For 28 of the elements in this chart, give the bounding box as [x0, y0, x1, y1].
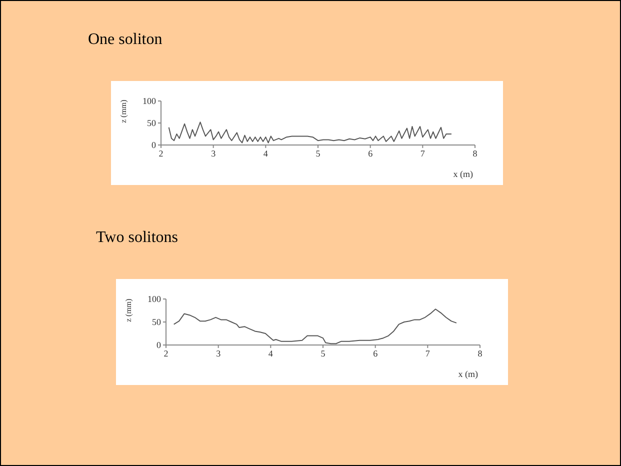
y-tick-label: 50: [152, 317, 162, 328]
x-tick-label: 5: [316, 148, 321, 158]
chart-title: Two solitons: [96, 229, 178, 247]
x-tick-label: 6: [373, 348, 378, 358]
x-tick-label: 5: [320, 348, 326, 358]
y-tick-label: 0: [152, 140, 156, 150]
x-axis-title: x (m): [453, 169, 473, 179]
line-series: [168, 122, 452, 144]
x-tick-label: 3: [216, 348, 222, 358]
x-axis-title: x (m): [458, 369, 478, 379]
line-series: [173, 308, 457, 344]
chart-title: One soliton: [88, 31, 162, 49]
y-tick-label: 100: [142, 96, 156, 106]
x-tick-label: 4: [263, 148, 268, 158]
x-tick-label: 8: [472, 148, 478, 158]
x-tick-label: 4: [268, 348, 274, 358]
y-axis-title: z (mm): [124, 298, 133, 322]
x-tick-label: 7: [425, 348, 430, 358]
x-tick-label: 8: [478, 348, 483, 358]
x-tick-label: 2: [158, 148, 164, 158]
x-tick-label: 3: [211, 148, 216, 158]
y-tick-label: 0: [156, 340, 162, 350]
y-tick-label: 50: [147, 118, 156, 128]
x-tick-label: 7: [420, 148, 426, 158]
x-tick-label: 6: [368, 148, 374, 158]
y-axis-title: z (mm): [118, 99, 128, 123]
y-tick-label: 100: [148, 294, 162, 304]
x-tick-label: 2: [164, 348, 168, 358]
